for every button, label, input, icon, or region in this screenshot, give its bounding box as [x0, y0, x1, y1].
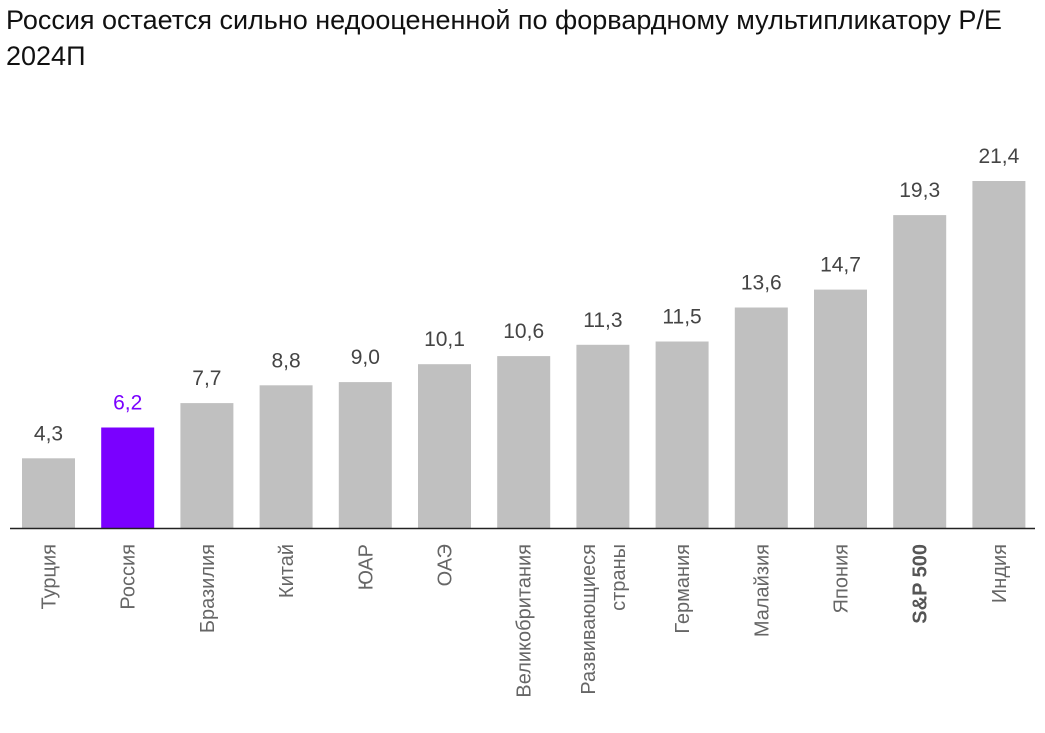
bar-5: [338, 382, 392, 528]
value-label: 10,1: [424, 328, 465, 351]
category-label: ЮАР: [355, 544, 377, 590]
category-label: Развивающиеся страны: [578, 544, 630, 695]
value-label: 7,7: [192, 367, 221, 390]
value-label: 4,3: [34, 422, 63, 445]
value-label: 14,7: [820, 254, 861, 277]
category-label: ОАЭ: [435, 544, 457, 586]
category-label: Турция: [39, 544, 61, 609]
category-label: Великобритания: [514, 544, 536, 698]
bar-11: [814, 289, 867, 528]
category-label: S&P 500: [910, 544, 932, 624]
value-label: 19,3: [899, 179, 940, 202]
chart-title: Россия остается сильно недооцененной по …: [6, 5, 1002, 71]
bar-13: [972, 181, 1026, 528]
value-label: 11,5: [662, 306, 701, 329]
value-label: 6,2: [113, 392, 142, 415]
category-label: Бразилия: [197, 544, 219, 633]
bar-3: [180, 403, 234, 528]
category-label: Китай: [276, 544, 298, 598]
bar-7: [497, 356, 551, 528]
bar-6: [418, 364, 471, 528]
bar-9: [655, 341, 709, 528]
category-label: Германия: [672, 544, 694, 634]
bar-12: [893, 215, 947, 528]
category-labels-group: Турция Россия Бразилия Китай ЮАР ОАЭ Великобри…: [39, 544, 1011, 698]
value-label: 9,0: [351, 346, 380, 369]
value-label: 13,6: [741, 272, 782, 295]
category-label: Малайзия: [751, 544, 773, 637]
value-label: 21,4: [978, 145, 1019, 168]
value-label: 8,8: [271, 349, 300, 372]
bar-4: [259, 385, 313, 528]
bar-2: [101, 427, 155, 528]
value-label: 10,6: [503, 320, 544, 343]
bar-8: [576, 344, 630, 528]
value-label: 11,3: [583, 309, 622, 332]
value-labels-group: 4,3 6,2 7,7 8,8 9,0 10,1 10,6 11,3 11,5 13,6 14,7 1…: [34, 145, 1020, 445]
bars-group: [22, 181, 1026, 528]
bar-10: [734, 307, 788, 528]
category-label: Россия: [118, 544, 140, 610]
bar-1: [22, 458, 75, 528]
category-label: Индия: [989, 544, 1011, 603]
category-label: Япония: [831, 544, 853, 613]
